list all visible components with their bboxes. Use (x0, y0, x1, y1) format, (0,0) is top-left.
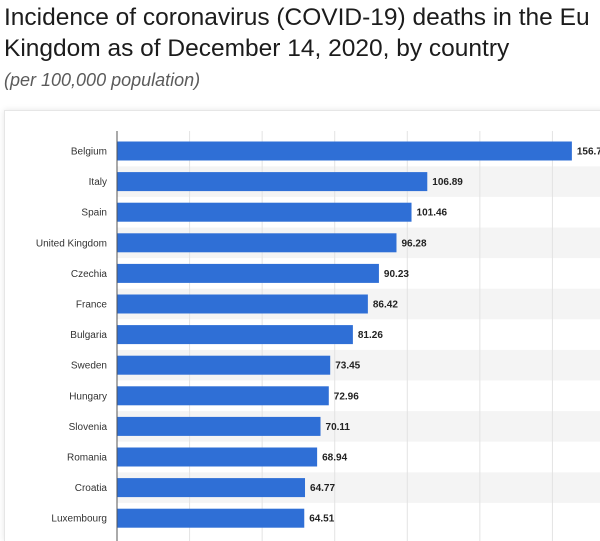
bar (117, 325, 353, 345)
bar (117, 263, 379, 283)
category-label: Italy (89, 177, 107, 188)
bar (117, 233, 397, 253)
value-label: 86.42 (373, 300, 398, 311)
value-label: 101.46 (417, 208, 448, 219)
category-label: Belgium (71, 147, 107, 158)
bar (117, 172, 428, 192)
value-label: 73.45 (335, 361, 360, 372)
value-label: 90.23 (384, 269, 409, 280)
chart-title-line-2: Kingdom as of December 14, 2020, by coun… (4, 35, 510, 62)
bar-chart: Belgium 156.7 Italy 106.89 Spain 101.46 United… (36, 131, 600, 541)
category-label: United Kingdom (36, 238, 107, 249)
chart-title-line-1: Incidence of coronavirus (COVID-19) deat… (4, 4, 590, 31)
chart-subtitle: (per 100,000 population) (4, 70, 201, 90)
value-label: 81.26 (358, 330, 383, 341)
chart-title: Incidence of coronavirus (COVID-19) deat… (4, 2, 600, 64)
bar (117, 416, 321, 436)
chart-card: Belgium 156.7 Italy 106.89 Spain 101.46 United… (4, 110, 600, 541)
category-label: Croatia (75, 483, 108, 494)
value-label: 72.96 (334, 391, 359, 402)
category-label: Luxembourg (51, 514, 107, 525)
value-label: 106.89 (432, 177, 463, 188)
value-label: 96.28 (401, 238, 426, 249)
category-label: Slovenia (69, 422, 108, 433)
bar (117, 294, 368, 314)
category-label: France (76, 300, 108, 311)
bar (117, 355, 331, 375)
category-label: Spain (81, 208, 107, 219)
value-label: 70.11 (326, 422, 351, 433)
bar (117, 508, 305, 528)
bar (117, 202, 412, 222)
value-label: 64.77 (310, 483, 335, 494)
bar (117, 141, 572, 161)
category-label: Bulgaria (70, 330, 107, 341)
value-label: 68.94 (322, 453, 347, 464)
bar (117, 386, 329, 406)
category-label: Sweden (71, 361, 107, 372)
category-label: Hungary (69, 391, 107, 402)
value-label: 64.51 (309, 514, 334, 525)
bar (117, 447, 318, 467)
value-label: 156.7 (577, 147, 600, 158)
bar (117, 478, 306, 498)
category-label: Czechia (71, 269, 108, 280)
category-label: Romania (67, 453, 107, 464)
